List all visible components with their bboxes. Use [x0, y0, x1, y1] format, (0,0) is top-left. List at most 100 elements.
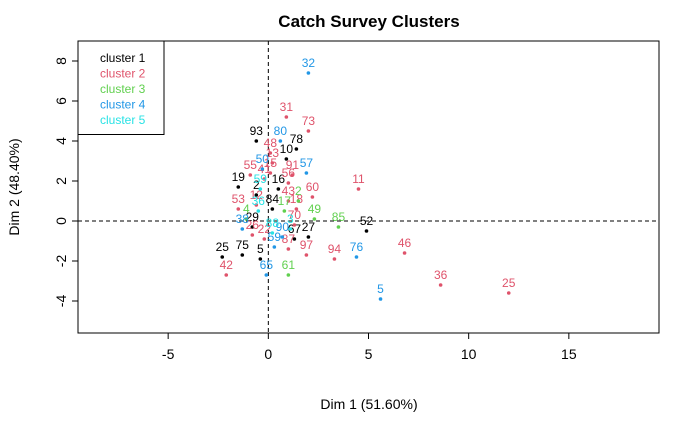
data-point — [262, 237, 267, 241]
data-point — [240, 253, 245, 257]
data-point — [248, 173, 253, 177]
data-point — [364, 229, 369, 233]
point-label: 43 — [282, 184, 296, 198]
point-label: 70 — [288, 208, 302, 222]
data-point — [270, 207, 275, 211]
legend-entry: cluster 3 — [100, 82, 146, 96]
point-label: 90 — [276, 220, 290, 234]
point-label: 22 — [258, 222, 272, 236]
data-point — [304, 253, 309, 257]
point-label: 46 — [398, 236, 412, 250]
point-label: 13 — [266, 146, 280, 160]
data-point — [268, 171, 273, 175]
data-point — [240, 227, 245, 231]
data-point — [272, 245, 277, 249]
data-point — [254, 193, 259, 197]
data-point — [270, 161, 275, 165]
data-point — [286, 199, 291, 203]
data-point — [264, 273, 269, 277]
point-label: 53 — [232, 192, 246, 206]
data-point — [244, 217, 249, 221]
point-label: 65 — [260, 258, 274, 272]
x-tick-label: -5 — [162, 346, 175, 362]
data-point — [306, 129, 311, 133]
point-label: 56 — [282, 166, 296, 180]
data-point — [286, 181, 291, 185]
data-point — [286, 273, 291, 277]
point-label: 91 — [286, 158, 300, 172]
data-point — [336, 225, 341, 229]
data-point — [260, 167, 265, 171]
x-tick-label: 5 — [365, 346, 373, 362]
point-label: 25 — [502, 276, 516, 290]
data-point — [270, 231, 275, 235]
point-label: 67 — [288, 222, 302, 236]
point-label: 50 — [256, 152, 270, 166]
point-label: 76 — [350, 240, 364, 254]
legend-entry: cluster 4 — [100, 98, 146, 112]
point-label: 55 — [244, 158, 258, 172]
data-point — [506, 291, 511, 295]
data-point — [278, 139, 283, 143]
data-point — [224, 273, 229, 277]
y-tick-label: -4 — [53, 295, 69, 308]
point-label: 4 — [243, 202, 250, 216]
point-label: 11 — [352, 172, 365, 186]
point-label: 88 — [266, 216, 280, 230]
data-point — [332, 257, 337, 261]
data-point — [254, 139, 259, 143]
data-point — [250, 233, 255, 237]
y-axis-label: Dim 2 (48.40%) — [6, 138, 22, 235]
data-point — [306, 71, 311, 75]
point-label: 2 — [253, 178, 260, 192]
point-label: 5 — [257, 242, 264, 256]
point-label: 29 — [246, 210, 260, 224]
data-point — [220, 255, 225, 259]
y-tick-label: 4 — [53, 137, 69, 145]
data-point — [282, 209, 287, 213]
data-point — [268, 151, 273, 155]
point-label: 61 — [282, 258, 296, 272]
point-label: 80 — [274, 124, 288, 138]
point-label: 48 — [264, 136, 278, 150]
point-label: 85 — [332, 210, 346, 224]
point-label: 78 — [290, 132, 304, 146]
x-tick-label: 0 — [264, 346, 272, 362]
point-label: 15 — [264, 156, 278, 170]
point-label: 84 — [266, 192, 280, 206]
point-label: 75 — [236, 238, 250, 252]
point-label: 97 — [300, 238, 314, 252]
data-point — [438, 283, 443, 287]
data-point — [378, 297, 383, 301]
point-label: 94 — [328, 242, 342, 256]
point-label: 18 — [290, 192, 304, 206]
data-point — [284, 157, 289, 161]
point-label: 12 — [250, 188, 264, 202]
x-tick-label: 15 — [561, 346, 577, 362]
point-label: 10 — [280, 142, 294, 156]
point-label: 36 — [434, 268, 448, 282]
data-point — [296, 199, 301, 203]
data-point — [294, 207, 299, 211]
data-point — [258, 257, 263, 261]
data-point — [306, 235, 311, 239]
point-label: 17 — [278, 194, 292, 208]
data-point — [258, 187, 263, 191]
data-point — [236, 207, 241, 211]
point-label: 57 — [300, 156, 314, 170]
legend-entry: cluster 2 — [100, 67, 146, 81]
reference-lines — [78, 41, 659, 333]
data-point — [402, 251, 407, 255]
data-point — [280, 235, 285, 239]
point-label: 3 — [287, 212, 294, 226]
legend-entry: cluster 1 — [100, 51, 146, 65]
point-label: 87 — [282, 232, 296, 246]
point-label: 73 — [302, 114, 316, 128]
data-point — [276, 187, 281, 191]
data-point — [304, 171, 309, 175]
